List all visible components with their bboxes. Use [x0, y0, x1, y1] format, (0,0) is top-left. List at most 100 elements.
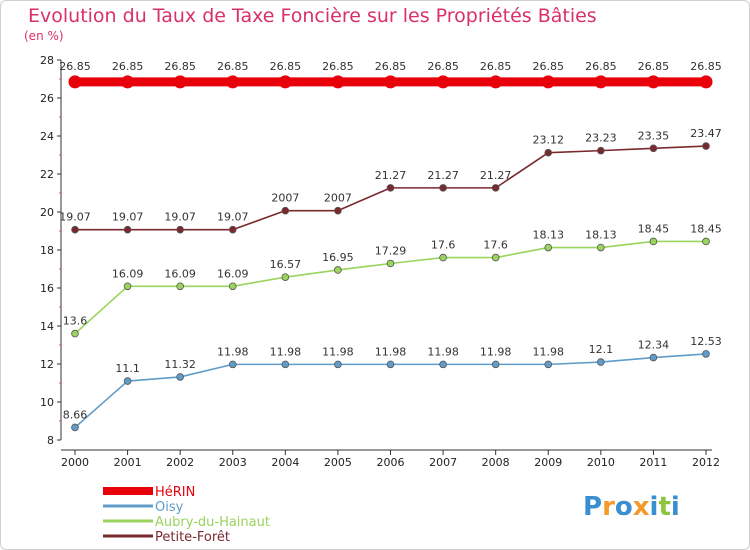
data-label: 23.47 — [690, 127, 722, 140]
data-point — [281, 206, 290, 215]
x-tick-label: 2002 — [166, 456, 194, 469]
data-label: 2007 — [324, 192, 352, 205]
data-point — [491, 360, 500, 369]
logo-letter: i — [671, 492, 680, 522]
x-tick-label: 2009 — [534, 456, 562, 469]
chart-title: Evolution du Taux de Taxe Foncière sur l… — [28, 5, 597, 27]
legend-label: Oisy — [155, 500, 184, 515]
legend-label: Aubry-du-Hainaut — [155, 515, 270, 530]
legend-label: Petite-Forêt — [155, 530, 230, 545]
data-label: 11.98 — [217, 345, 249, 358]
data-label: 21.27 — [427, 169, 459, 182]
data-point — [597, 358, 605, 366]
data-label: 19.07 — [164, 211, 196, 224]
data-point — [281, 360, 290, 369]
series-aubry-du-hainaut: 13.6 16.09 16.09 16.09 16.57 16.95 17.29 17.6 17… — [63, 222, 722, 338]
data-label: 26.85 — [427, 60, 459, 73]
data-point — [123, 225, 132, 234]
data-point — [439, 360, 447, 369]
data-label: 19.07 — [217, 211, 249, 224]
y-tick-label: 26 — [40, 92, 54, 105]
x-tick-label: 2012 — [692, 456, 720, 469]
logo-letter: o — [615, 492, 633, 522]
data-point — [491, 253, 500, 262]
series-h-rin: 26.85 26.85 26.85 26.85 26.85 26.85 26.85 26.85… — [59, 60, 722, 89]
data-label: 26.85 — [270, 60, 302, 73]
data-label: 2007 — [271, 192, 299, 205]
x-tick-label: 2005 — [324, 456, 352, 469]
data-label: 18.45 — [690, 222, 722, 235]
data-point — [386, 184, 395, 192]
data-point — [646, 75, 660, 89]
data-point — [702, 142, 710, 150]
data-point — [281, 273, 290, 281]
data-label: 11.98 — [533, 345, 565, 358]
data-label: 17.6 — [483, 239, 508, 252]
y-tick-label: 14 — [40, 320, 54, 333]
data-label: 23.23 — [585, 132, 617, 145]
y-tick-label: 24 — [40, 130, 54, 143]
data-label: 23.12 — [533, 134, 565, 147]
data-point — [489, 75, 503, 89]
y-tick-label: 10 — [40, 396, 54, 409]
data-label: 26.85 — [59, 60, 91, 73]
data-label: 18.13 — [585, 229, 617, 242]
data-point — [226, 75, 240, 89]
data-point — [228, 282, 237, 291]
data-label: 26.85 — [375, 60, 407, 73]
data-point — [649, 353, 658, 362]
x-tick-label: 2007 — [429, 456, 457, 469]
data-point — [386, 259, 395, 268]
y-tick-label: 20 — [40, 206, 54, 219]
data-point — [334, 360, 342, 369]
x-tick-label: 2003 — [219, 456, 247, 469]
data-point — [541, 75, 555, 89]
data-label: 26.85 — [585, 60, 617, 73]
data-label: 21.27 — [375, 169, 407, 182]
x-tick-label: 2004 — [271, 456, 299, 469]
data-point — [71, 329, 79, 338]
data-label: 12.1 — [589, 343, 614, 356]
data-label: 11.98 — [270, 345, 302, 358]
x-tick-label: 2001 — [114, 456, 142, 469]
series-layer: 26.85 26.85 26.85 26.85 26.85 26.85 26.85 26.85… — [59, 60, 722, 432]
data-point — [121, 75, 135, 89]
data-point — [386, 360, 395, 369]
data-label: 26.85 — [533, 60, 565, 73]
data-point — [544, 243, 553, 252]
data-point — [176, 282, 184, 291]
data-label: 26.85 — [638, 60, 670, 73]
data-label: 26.85 — [322, 60, 354, 73]
data-point — [384, 75, 397, 89]
data-point — [123, 377, 132, 385]
data-label: 11.98 — [375, 345, 407, 358]
logo-letter: i — [650, 492, 659, 522]
data-point — [278, 75, 292, 89]
data-point — [228, 225, 237, 234]
data-point — [702, 350, 710, 358]
data-point — [597, 146, 605, 155]
data-label: 16.57 — [270, 258, 302, 271]
y-tick-label: 22 — [40, 168, 54, 181]
data-label: 19.07 — [59, 211, 91, 224]
logo-letter: P — [583, 492, 602, 522]
data-point — [649, 144, 658, 153]
data-point — [491, 184, 500, 192]
data-point — [68, 75, 82, 89]
y-tick-label: 8 — [47, 434, 54, 447]
y-tick-label: 16 — [40, 282, 54, 295]
logo-text: Proxiti — [583, 492, 680, 522]
data-point — [594, 75, 608, 89]
data-point — [544, 148, 553, 157]
data-point — [123, 282, 132, 291]
chart-subtitle: (en %) — [24, 29, 64, 43]
x-tick-label: 2006 — [377, 456, 405, 469]
data-label: 11.98 — [480, 345, 512, 358]
data-point — [176, 373, 184, 381]
x-tick-label: 2008 — [482, 456, 510, 469]
data-label: 17.29 — [375, 244, 407, 257]
data-label: 23.35 — [638, 129, 670, 142]
